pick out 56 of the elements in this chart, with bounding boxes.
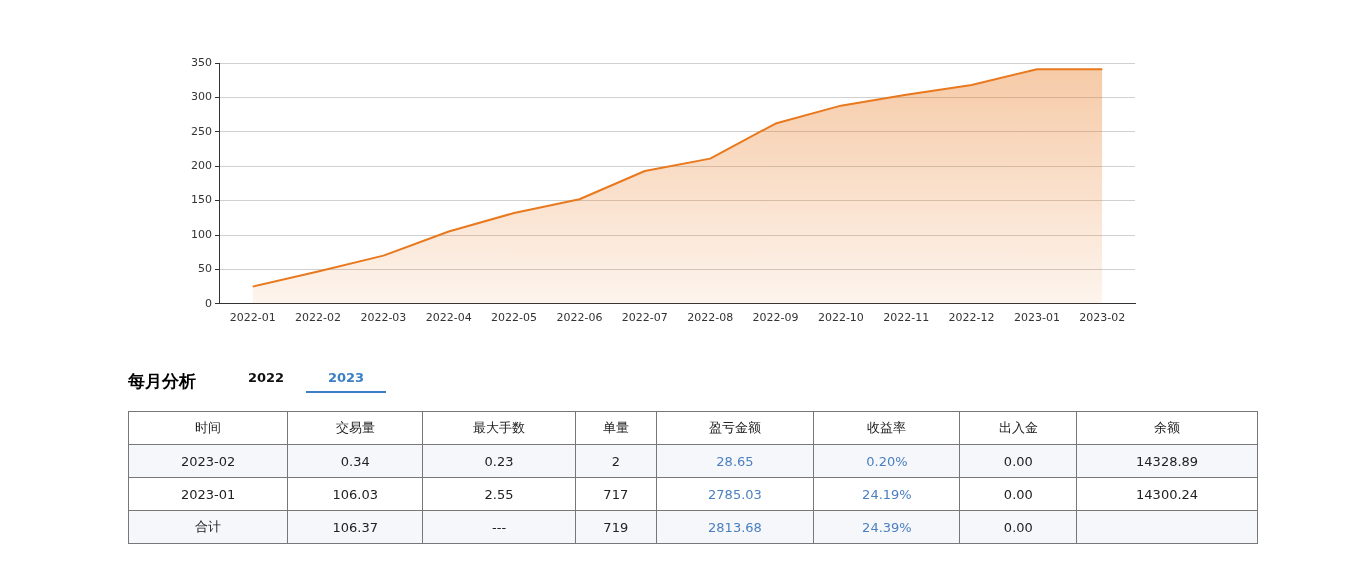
category-label: 时间 <box>128 411 288 445</box>
text: 0.23 <box>422 444 576 478</box>
text: 2785.03 <box>656 477 814 511</box>
y-tick-label: 350 <box>191 55 212 69</box>
x-tick-label: 2022-05 <box>491 311 538 325</box>
x-tick-label: 2023-02 <box>1079 311 1126 325</box>
text: 106.03 <box>287 477 423 511</box>
text: 2813.68 <box>656 510 814 544</box>
text: 0.34 <box>287 444 423 478</box>
text: 28.65 <box>656 444 814 478</box>
category-label: 交易量 <box>287 411 423 445</box>
text: 2023 <box>306 370 386 393</box>
category-label: 盈亏金额 <box>656 411 814 445</box>
category-label: 单量 <box>575 411 657 445</box>
text: --- <box>422 510 576 544</box>
y-tick-label: 200 <box>191 159 212 173</box>
text: 2023-01 <box>128 477 288 511</box>
category-label: 余额 <box>1076 411 1258 445</box>
x-tick-label: 2022-09 <box>752 311 799 325</box>
text: 2022 <box>246 370 286 387</box>
x-tick-label: 2022-12 <box>948 311 995 325</box>
x-tick-label: 2022-11 <box>883 311 930 325</box>
y-tick-label: 50 <box>198 262 212 276</box>
category-label: 出入金 <box>959 411 1077 445</box>
text: 0.00 <box>959 444 1077 478</box>
text: 14328.89 <box>1076 444 1258 478</box>
text: 每月分析 <box>128 370 196 393</box>
text: 717 <box>575 477 657 511</box>
category-label: 最大手数 <box>422 411 576 445</box>
text: 2.55 <box>422 477 576 511</box>
x-tick-label: 2022-03 <box>360 311 407 325</box>
y-tick-label: 100 <box>191 227 212 241</box>
text: 0.00 <box>959 510 1077 544</box>
text: 合计 <box>128 510 288 544</box>
x-tick-label: 2022-02 <box>295 311 342 325</box>
text: 719 <box>575 510 657 544</box>
x-tick-label: 2022-08 <box>687 311 734 325</box>
text: 24.19% <box>813 477 960 511</box>
text: 2 <box>575 444 657 478</box>
category-label: 收益率 <box>813 411 960 445</box>
text: 0.20% <box>813 444 960 478</box>
text: 2023-02 <box>128 444 288 478</box>
text: 24.39% <box>813 510 960 544</box>
text: 106.37 <box>287 510 423 544</box>
text: 0.00 <box>959 477 1077 511</box>
x-tick-label: 2022-04 <box>425 311 472 325</box>
x-tick-label: 2022-10 <box>817 311 864 325</box>
x-tick-label: 2022-01 <box>229 311 276 325</box>
y-tick-label: 150 <box>191 193 212 207</box>
y-tick-label: 300 <box>191 90 212 104</box>
y-tick-label: 250 <box>191 124 212 138</box>
x-tick-label: 2023-01 <box>1013 311 1060 325</box>
y-tick-label: 0 <box>205 296 212 310</box>
x-tick-label: 2022-07 <box>621 311 668 325</box>
x-tick-label: 2022-06 <box>556 311 603 325</box>
text: 14300.24 <box>1076 477 1258 511</box>
